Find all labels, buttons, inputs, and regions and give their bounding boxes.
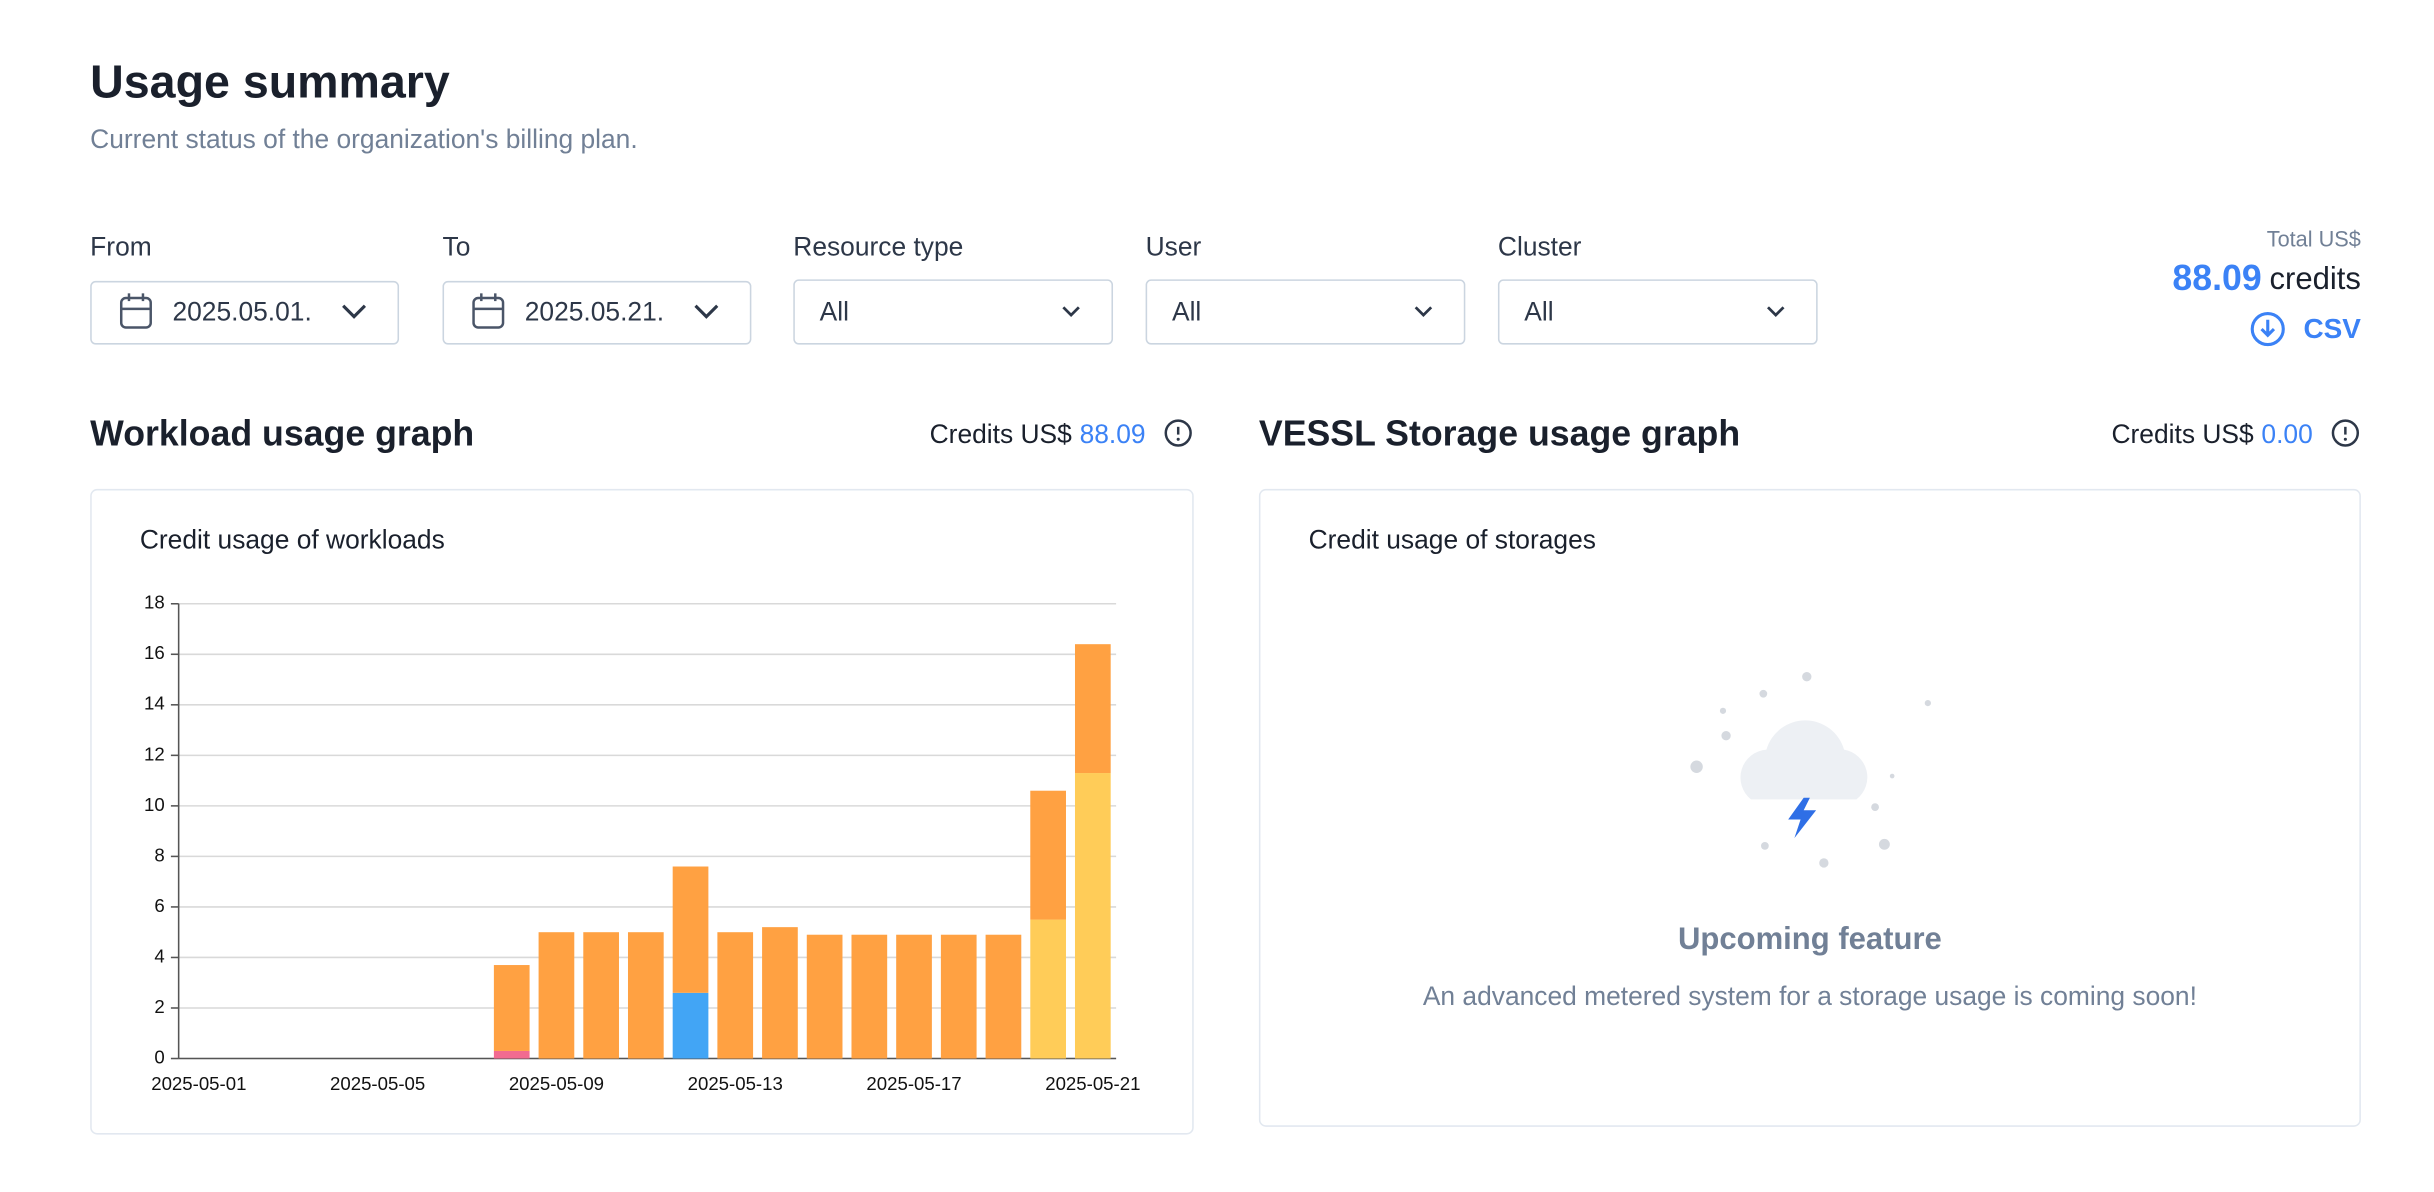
chevron xyxy=(694,304,719,319)
chart-title: Credit usage of storages xyxy=(1309,525,1596,555)
filter-label: Cluster xyxy=(1498,231,1582,261)
bar-segment xyxy=(762,927,798,1059)
x-tick-label: 2025-05-05 xyxy=(330,1073,425,1094)
chart-title: Credit usage of workloads xyxy=(140,525,445,555)
bar-segment xyxy=(493,965,530,1051)
select[interactable] xyxy=(793,279,1114,345)
bar-segment xyxy=(806,934,843,1059)
csv-label: CSV xyxy=(2303,313,2361,344)
x-tick-label: 2025-05-17 xyxy=(866,1073,961,1094)
total-unit: credits xyxy=(2269,261,2360,296)
select[interactable] xyxy=(1497,279,1818,345)
download-icon xyxy=(2250,311,2285,347)
credits-label: Credits US$ xyxy=(2111,419,2254,449)
bar-segment xyxy=(627,932,664,1059)
bar-segment xyxy=(583,932,619,1059)
filter-cluster[interactable]: Cluster All xyxy=(1497,231,1818,345)
y-tick-label: 4 xyxy=(154,945,164,966)
bar-segment xyxy=(538,932,575,1059)
section-title: Workload usage graph xyxy=(90,414,474,454)
filter-from[interactable]: From 2025.05.01. xyxy=(90,231,400,345)
filter-value: 2025.05.01. xyxy=(172,296,311,326)
y-tick-label: 2 xyxy=(154,996,164,1017)
total-amount: 88.09 xyxy=(2172,258,2261,298)
y-tick-label: 10 xyxy=(144,794,165,815)
filter-value: All xyxy=(1524,296,1553,326)
chevron xyxy=(342,304,367,319)
chevron xyxy=(1062,306,1080,318)
bar-segment xyxy=(717,932,754,1059)
csv-button[interactable]: CSV xyxy=(2250,311,2361,347)
x-tick-label: 2025-05-21 xyxy=(1045,1073,1140,1094)
calendar-icon xyxy=(472,293,505,329)
total-value: 88.09 credits xyxy=(2172,258,2360,298)
credits-value: 88.09 xyxy=(1080,419,1146,449)
filter-label: User xyxy=(1146,231,1202,261)
section-title: VESSL Storage usage graph xyxy=(1259,414,1740,454)
plot: 0 2 4 6 8 10 12 14 16 18 2025-05-01 2025-05-05 2025-… xyxy=(144,592,1140,1094)
filter-label: From xyxy=(90,231,152,261)
total-label: Total US$ xyxy=(2267,226,2361,251)
bar-segment xyxy=(672,992,709,1059)
x-tick-label: 2025-05-13 xyxy=(688,1073,783,1094)
info-icon[interactable] xyxy=(2331,419,2360,447)
y-tick-label: 6 xyxy=(154,895,164,916)
filter-user[interactable]: User All xyxy=(1145,231,1466,345)
y-tick-label: 16 xyxy=(144,642,165,663)
empty-text: An advanced metered system for a storage… xyxy=(1423,981,2197,1011)
bar-segment xyxy=(672,866,709,993)
y-tick-label: 0 xyxy=(154,1046,164,1067)
filter-label: Resource type xyxy=(793,231,963,261)
filter-value: 2025.05.21. xyxy=(525,296,664,326)
credits-value: 0.00 xyxy=(2261,419,2312,449)
bar-segment xyxy=(1074,644,1111,774)
date-input[interactable] xyxy=(90,280,400,345)
filter-to[interactable]: To 2025.05.21. xyxy=(442,231,752,345)
credits: Credits US$ 88.09 xyxy=(930,419,1146,449)
download-arrow xyxy=(2260,319,2276,338)
page-subtitle: Current status of the organization's bil… xyxy=(90,124,638,154)
select[interactable] xyxy=(1145,279,1466,345)
bar-segment xyxy=(1074,773,1111,1059)
date-input[interactable] xyxy=(442,280,752,345)
filter-value: All xyxy=(1172,296,1201,326)
chevron xyxy=(1767,306,1785,318)
x-tick-label: 2025-05-09 xyxy=(509,1073,604,1094)
page-title: Usage summary xyxy=(90,56,450,108)
empty-title: Upcoming feature xyxy=(1678,921,1942,956)
bar-segment xyxy=(1030,919,1066,1059)
bar-segment xyxy=(985,934,1022,1059)
y-tick-label: 8 xyxy=(154,844,164,865)
chevron xyxy=(1414,306,1433,318)
storage-panel xyxy=(1258,488,2361,1127)
y-tick-label: 18 xyxy=(144,592,165,613)
info-icon[interactable] xyxy=(1164,419,1192,447)
filter-label: To xyxy=(443,231,471,261)
filter-value: All xyxy=(820,296,849,326)
bar-segment xyxy=(1030,790,1066,920)
filter-resource[interactable]: Resource type All xyxy=(793,231,1114,345)
calendar-icon xyxy=(119,293,152,329)
y-tick-label: 12 xyxy=(144,743,165,764)
bar-segment xyxy=(896,934,932,1059)
x-tick-label: 2025-05-01 xyxy=(151,1073,246,1094)
y-tick-label: 14 xyxy=(144,693,165,714)
empty-illustration xyxy=(1690,672,1931,868)
bar-segment xyxy=(940,934,977,1059)
bar-segment xyxy=(851,934,888,1059)
bar-segment xyxy=(493,1050,530,1059)
credits-label: Credits US$ xyxy=(930,419,1073,449)
credits: Credits US$ 0.00 xyxy=(2111,419,2312,449)
